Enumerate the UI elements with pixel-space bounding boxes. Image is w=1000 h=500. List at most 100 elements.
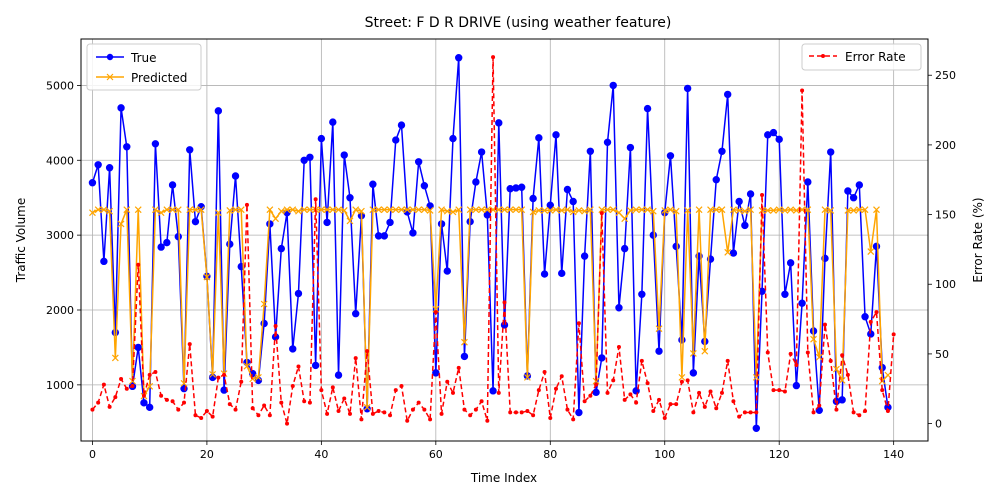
predicted-point-87 bbox=[586, 206, 594, 214]
predicted-point-49 bbox=[369, 206, 377, 214]
true-point-70 bbox=[489, 387, 497, 395]
predicted-point-58 bbox=[420, 206, 428, 214]
true-point-65 bbox=[460, 352, 469, 361]
error-rate-point-85 bbox=[576, 321, 581, 326]
error-rate-point-114 bbox=[742, 410, 747, 415]
true-point-135 bbox=[861, 313, 869, 321]
predicted-point-66 bbox=[466, 206, 474, 214]
true-point-1 bbox=[94, 161, 102, 169]
y-right-tick-label-3: 150 bbox=[935, 209, 956, 222]
predicted-point-107 bbox=[701, 347, 709, 355]
y-right-tick-label-0: 0 bbox=[935, 418, 942, 431]
predicted-point-36 bbox=[295, 207, 302, 215]
grid bbox=[81, 39, 928, 441]
error-rate-point-119 bbox=[771, 388, 776, 393]
predicted-point-123 bbox=[792, 207, 800, 214]
x-tick-label-5: 100 bbox=[654, 448, 675, 461]
predicted-point-37 bbox=[300, 206, 308, 214]
predicted-point-44 bbox=[340, 207, 348, 214]
x-tick-label-7: 140 bbox=[883, 448, 904, 461]
error-rate-point-113 bbox=[737, 414, 742, 419]
error-rate-point-13 bbox=[164, 397, 169, 402]
true-point-17 bbox=[186, 146, 194, 154]
predicted-point-63 bbox=[449, 208, 457, 216]
error-rate-point-80 bbox=[548, 416, 553, 421]
predicted-point-43 bbox=[335, 206, 342, 214]
error-rate-point-32 bbox=[273, 324, 278, 329]
predicted-point-32 bbox=[272, 215, 280, 223]
predicted-point-115 bbox=[747, 206, 755, 214]
error-rate-point-64 bbox=[456, 365, 461, 370]
true-point-71 bbox=[495, 119, 503, 127]
true-point-46 bbox=[352, 310, 360, 318]
error-rate-point-27 bbox=[244, 202, 249, 207]
predicted-point-112 bbox=[729, 206, 737, 214]
predicted-point-110 bbox=[718, 206, 726, 214]
predicted-point-72 bbox=[501, 206, 508, 214]
predicted-point-4 bbox=[111, 354, 119, 362]
legend-left-box bbox=[86, 43, 202, 91]
predicted-point-11 bbox=[151, 206, 159, 214]
true-point-4 bbox=[111, 328, 120, 337]
error-rate-point-71 bbox=[496, 390, 501, 395]
y-right-tick-label-4: 200 bbox=[935, 139, 956, 152]
error-rate-point-51 bbox=[382, 410, 387, 415]
error-rate-series bbox=[90, 55, 896, 426]
predicted-point-99 bbox=[655, 325, 663, 333]
predicted-point-128 bbox=[821, 206, 829, 214]
error-rate-point-1 bbox=[96, 400, 101, 405]
error-rate-point-84 bbox=[571, 417, 576, 422]
error-rate-point-123 bbox=[794, 363, 799, 368]
error-rate-point-94 bbox=[628, 392, 633, 397]
error-rate-point-120 bbox=[777, 388, 782, 393]
true-point-86 bbox=[580, 252, 589, 260]
true-point-39 bbox=[311, 361, 320, 370]
predicted-point-94 bbox=[626, 207, 634, 214]
predicted-point-96 bbox=[638, 206, 646, 214]
predicted-point-77 bbox=[529, 208, 537, 216]
true-point-131 bbox=[838, 396, 846, 404]
predicted-point-97 bbox=[644, 206, 651, 214]
predicted-point-0 bbox=[89, 209, 96, 217]
error-rate-point-102 bbox=[674, 402, 679, 407]
error-rate-point-36 bbox=[296, 364, 301, 369]
true-point-43 bbox=[334, 371, 343, 379]
predicted-point-26 bbox=[237, 206, 245, 214]
true-point-123 bbox=[792, 381, 801, 390]
true-point-3 bbox=[105, 164, 114, 172]
y-axis-label-left: Traffic Volume bbox=[14, 198, 28, 284]
error-rate-point-108 bbox=[708, 389, 713, 394]
true-point-44 bbox=[340, 151, 348, 159]
true-point-77 bbox=[529, 194, 537, 203]
true-point-33 bbox=[277, 244, 286, 253]
true-point-83 bbox=[563, 185, 572, 194]
true-point-120 bbox=[775, 135, 783, 144]
predicted-point-127 bbox=[815, 353, 823, 361]
predicted-point-61 bbox=[438, 206, 445, 214]
error-rate-point-39 bbox=[313, 197, 318, 202]
predicted-point-106 bbox=[695, 206, 703, 214]
true-point-37 bbox=[300, 156, 308, 164]
error-rate-point-104 bbox=[685, 378, 690, 383]
error-rate-point-22 bbox=[216, 375, 221, 380]
x-tick-label-6: 120 bbox=[769, 448, 790, 461]
error-rate-point-105 bbox=[691, 410, 696, 415]
true-point-122 bbox=[786, 259, 795, 267]
predicted-point-38 bbox=[306, 206, 314, 214]
true-point-91 bbox=[609, 81, 617, 90]
error-rate-point-12 bbox=[159, 393, 164, 398]
error-rate-point-135 bbox=[863, 409, 868, 414]
error-rate-point-55 bbox=[405, 418, 410, 423]
predicted-point-130 bbox=[833, 365, 840, 373]
true-point-36 bbox=[294, 289, 303, 298]
true-point-67 bbox=[472, 178, 480, 186]
error-rate-point-79 bbox=[542, 370, 547, 375]
axes: 0 20 40 60 80 100 120 140 1000 2000 3000 4000 5000 0 5… bbox=[46, 69, 956, 461]
error-rate-point-89 bbox=[599, 211, 604, 216]
predicted-point-76 bbox=[523, 373, 531, 381]
error-rate-point-23 bbox=[222, 372, 227, 377]
predicted-point-68 bbox=[478, 206, 486, 214]
error-rate-point-124 bbox=[800, 88, 805, 93]
predicted-point-17 bbox=[186, 206, 194, 214]
